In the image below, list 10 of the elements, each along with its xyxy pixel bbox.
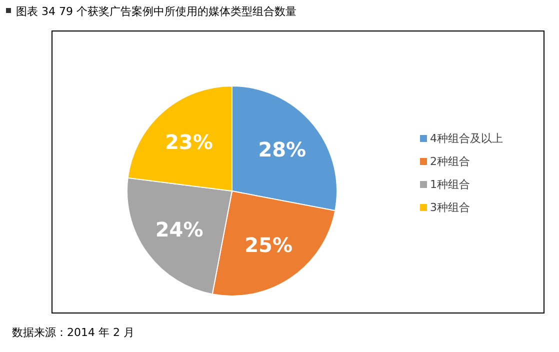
chart-title: 图表 34 79 个获奖广告案例中所使用的媒体类型组合数量 (16, 5, 296, 18)
data-label: 23% (165, 130, 213, 154)
legend-label: 4种组合及以上 (430, 132, 503, 145)
source-note: 数据来源：2014 年 2 月 (12, 326, 134, 339)
legend-label: 2种组合 (430, 155, 470, 168)
legend-label: 3种组合 (430, 201, 470, 214)
legend-label: 1种组合 (430, 178, 470, 191)
data-label: 28% (258, 138, 306, 162)
data-label: 24% (155, 217, 204, 242)
data-label: 25% (244, 232, 293, 257)
